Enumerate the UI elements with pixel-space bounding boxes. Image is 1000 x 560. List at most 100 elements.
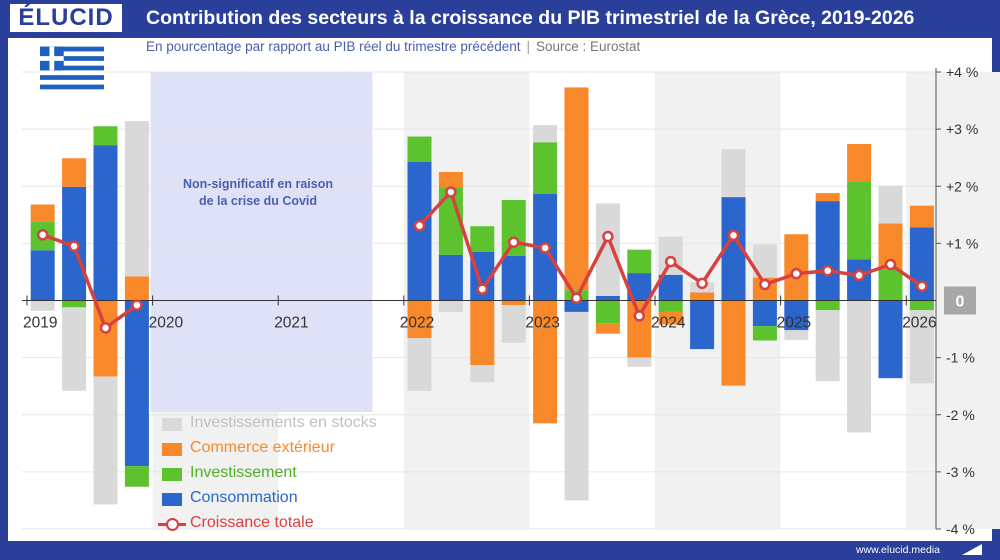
bar-stocks <box>878 185 903 224</box>
legend-label-invest: Investissement <box>190 464 297 481</box>
chart-subtitle: En pourcentage par rapport au PIB réel d… <box>146 39 640 54</box>
chart-legend: Investissements en stocks Commerce extér… <box>158 412 408 537</box>
bar-conso <box>690 300 715 350</box>
legend-label-trade: Commerce extérieur <box>190 439 335 456</box>
bar-trade <box>909 205 934 228</box>
bar-conso <box>564 300 589 312</box>
total-growth-point <box>916 280 928 292</box>
bar-stocks <box>93 376 118 505</box>
bar-trade <box>470 300 495 366</box>
total-growth-point <box>570 292 583 304</box>
legend-label-total: Croissance totale <box>190 514 314 531</box>
total-growth-point <box>790 267 803 280</box>
bar-stocks <box>784 330 809 340</box>
bar-invest <box>62 300 87 308</box>
bar-stocks <box>30 300 55 311</box>
bar-trade <box>62 158 87 187</box>
bar-trade <box>407 300 432 339</box>
bar-invest <box>658 300 683 312</box>
bar-invest <box>752 326 777 341</box>
bar-trade <box>93 300 118 377</box>
bar-invest <box>595 300 620 324</box>
source-text: Source : Eurostat <box>535 39 641 54</box>
bar-invest <box>407 136 432 162</box>
total-growth-point <box>664 255 677 268</box>
y-tick-label: +2 % <box>946 178 978 194</box>
legend-label-conso: Consommation <box>190 489 298 506</box>
y-tick-label: -1 % <box>946 350 975 366</box>
x-tick-label: 2024 <box>651 315 686 332</box>
bar-trade <box>847 143 872 182</box>
zero-label-box <box>944 286 976 315</box>
total-growth-point <box>68 240 80 252</box>
x-tick-label: 2026 <box>902 315 936 332</box>
bar-trade <box>438 171 463 188</box>
total-growth-point <box>99 322 112 334</box>
bar-trade <box>721 300 746 386</box>
y-tick-label: 0 <box>956 294 965 311</box>
y-tick-label: -2 % <box>946 407 975 423</box>
bar-conso <box>658 274 683 301</box>
bar-stocks <box>124 121 149 277</box>
legend-marker-total <box>166 518 179 531</box>
y-tick-label: -4 % <box>946 521 975 537</box>
x-tick-label: 2020 <box>149 315 184 332</box>
y-tick-label: +4 % <box>946 64 978 80</box>
legend-item-total: Croissance totale <box>158 512 408 537</box>
y-tick-label: +3 % <box>946 121 978 137</box>
bar-invest <box>470 226 495 252</box>
footer-url: www.elucid.media <box>855 544 940 556</box>
total-growth-point <box>476 283 489 295</box>
legend-item-invest: Investissement <box>158 462 408 487</box>
bar-stocks <box>815 310 840 382</box>
bar-conso <box>93 145 118 301</box>
legend-swatch-stocks <box>162 418 182 431</box>
chart-title: Contribution des secteurs à la croissanc… <box>146 7 915 29</box>
covid-annotation-line2: de la crise du Covid <box>199 194 317 208</box>
bar-conso <box>438 254 463 301</box>
bar-stocks <box>564 311 589 501</box>
bar-conso <box>501 255 526 301</box>
bar-invest <box>627 249 652 274</box>
bar-conso <box>30 250 55 301</box>
legend-item-trade: Commerce extérieur <box>158 437 408 462</box>
legend-swatch-trade <box>162 443 182 456</box>
total-growth-point <box>445 186 457 198</box>
bar-invest <box>124 466 149 487</box>
covid-annotation-line1: Non-significatif en raison <box>183 177 333 191</box>
bar-conso <box>595 295 620 301</box>
bar-stocks <box>909 310 934 384</box>
bar-trade <box>124 276 149 301</box>
total-growth-point <box>602 230 614 243</box>
total-growth-point <box>413 219 426 232</box>
total-growth-point <box>131 299 143 311</box>
y-tick-label: +1 % <box>946 235 978 251</box>
subtitle-text: En pourcentage par rapport au PIB réel d… <box>146 39 521 54</box>
bar-trade <box>30 204 55 222</box>
subtitle-separator: | <box>526 39 530 54</box>
x-tick-label: 2025 <box>777 315 811 332</box>
bar-stocks <box>470 365 495 383</box>
total-growth-line <box>42 233 138 330</box>
total-growth-point <box>36 229 49 241</box>
total-growth-point <box>633 310 646 322</box>
legend-label-stocks: Investissements en stocks <box>190 414 377 431</box>
y-tick-label: -3 % <box>946 464 975 480</box>
total-growth-point <box>727 229 740 242</box>
bar-invest <box>909 300 934 311</box>
elucid-mark-icon <box>962 544 982 555</box>
bar-stocks <box>533 125 558 143</box>
total-growth-point <box>821 265 834 277</box>
total-growth-point <box>759 278 771 291</box>
total-growth-point <box>696 277 708 290</box>
bar-stocks <box>438 300 463 312</box>
bar-stocks <box>721 149 746 198</box>
header: ÉLUCID Contribution des secteurs à la cr… <box>0 0 1000 38</box>
bar-stocks <box>501 305 526 343</box>
bar-trade <box>658 311 683 325</box>
bar-trade <box>627 300 652 358</box>
legend-item-stocks: Investissements en stocks <box>158 412 408 437</box>
x-tick-label: 2021 <box>274 315 308 332</box>
greece-flag-icon <box>40 46 104 90</box>
